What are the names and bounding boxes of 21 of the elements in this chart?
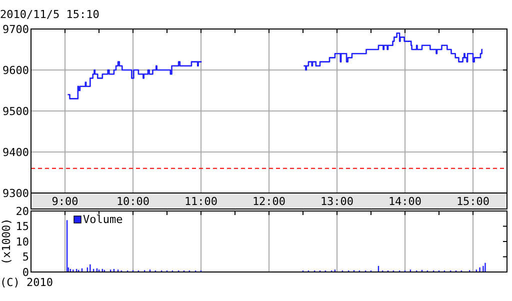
legend-label: Volume: [83, 213, 123, 226]
y-tick-label: 9300: [2, 186, 29, 200]
text: (C) 2010: [0, 276, 53, 289]
x-tick-label: 12:00: [252, 195, 286, 208]
y-tick-label: 0: [22, 266, 29, 279]
y-axis-title: (x1000): [0, 218, 13, 265]
y-tick-label: 10: [16, 235, 29, 248]
x-tick-label: 11:00: [184, 195, 218, 208]
x-tick-label: 9:00: [52, 195, 78, 208]
y-tick-label: 15: [16, 220, 29, 234]
y-tick-label: 20: [16, 204, 29, 218]
y-tick-label: 9500: [2, 104, 29, 118]
x-tick-label: 13:00: [320, 195, 354, 208]
x-tick-label: 15:00: [456, 195, 490, 208]
x-tick-label: 14:00: [388, 195, 422, 208]
chart-title: 2010/11/5 15:10: [0, 8, 100, 21]
x-tick-label: 10:00: [116, 195, 150, 208]
y-tick-label: 9400: [2, 146, 29, 159]
y-tick-label: 9700: [2, 22, 29, 36]
y-tick-label: 9600: [2, 64, 29, 77]
y-tick-label: 5: [22, 250, 29, 264]
